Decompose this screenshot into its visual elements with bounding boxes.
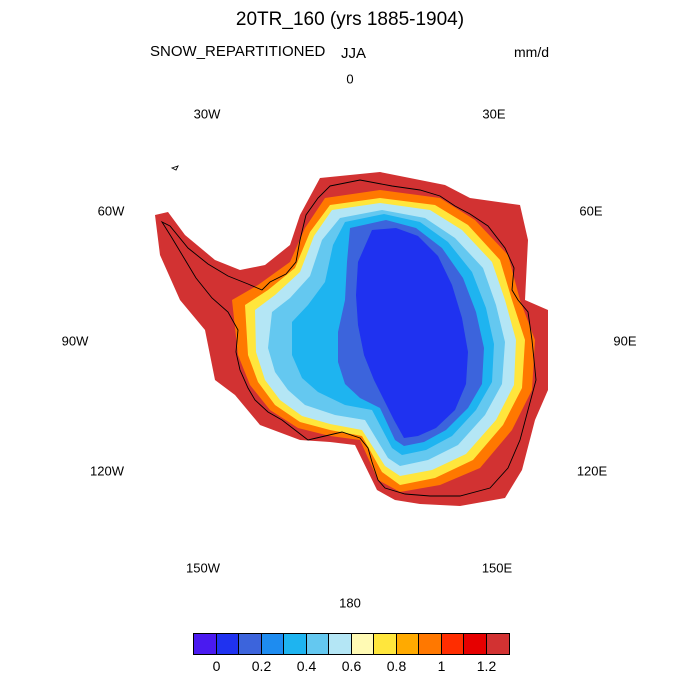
colorbar-box-5	[306, 634, 329, 654]
colorbar-tick-label: 0.4	[296, 658, 317, 674]
colorbar-box-4	[284, 634, 307, 654]
colorbar-box-10	[419, 634, 442, 654]
colorbar-box-3	[261, 634, 284, 654]
variable-label: SNOW_REPARTITIONED	[150, 43, 326, 60]
colorbar-box-7	[351, 634, 374, 654]
colorbar-tick-label: 1	[437, 658, 446, 674]
plot-title: 20TR_160 (yrs 1885-1904)	[235, 9, 465, 30]
colorbar-box-0	[194, 634, 217, 654]
colorbar-box-11	[441, 634, 464, 654]
lon-label-30w: 30W	[193, 106, 221, 122]
lon-label-60e: 60E	[579, 203, 603, 219]
colorbar-box-12	[464, 634, 487, 654]
lon-label-60w: 60W	[97, 203, 125, 219]
field-band-core	[356, 228, 468, 438]
lon-label-120w: 120W	[90, 463, 124, 479]
lon-label-180: 180	[339, 595, 361, 611]
lon-label-150w: 150W	[186, 560, 220, 576]
lon-label-0: 0	[346, 71, 354, 87]
colorbar-box-13	[486, 634, 509, 654]
lon-label-90e: 90E	[613, 333, 637, 349]
colorbar-tick-label: 0	[212, 658, 221, 674]
colorbar-box-6	[329, 634, 352, 654]
island-outline	[170, 165, 179, 171]
lon-label-30e: 30E	[482, 106, 506, 122]
coastline	[160, 179, 537, 497]
lon-label-120e: 120E	[576, 463, 608, 479]
colorbar	[193, 633, 510, 655]
lon-label-90w: 90W	[61, 333, 89, 349]
units-label: mm/d	[514, 44, 549, 60]
colorbar-box-8	[374, 634, 397, 654]
lon-label-150e: 150E	[481, 560, 513, 576]
colorbar-tick-label: 1.2	[476, 658, 497, 674]
colorbar-box-2	[239, 634, 262, 654]
colorbar-box-9	[396, 634, 419, 654]
season-label: JJA	[341, 45, 367, 62]
colorbar-tick-label: 0.2	[251, 658, 272, 674]
colorbar-box-1	[216, 634, 239, 654]
colorbar-tick-label: 0.8	[386, 658, 407, 674]
colorbar-tick-label: 0.6	[341, 658, 362, 674]
